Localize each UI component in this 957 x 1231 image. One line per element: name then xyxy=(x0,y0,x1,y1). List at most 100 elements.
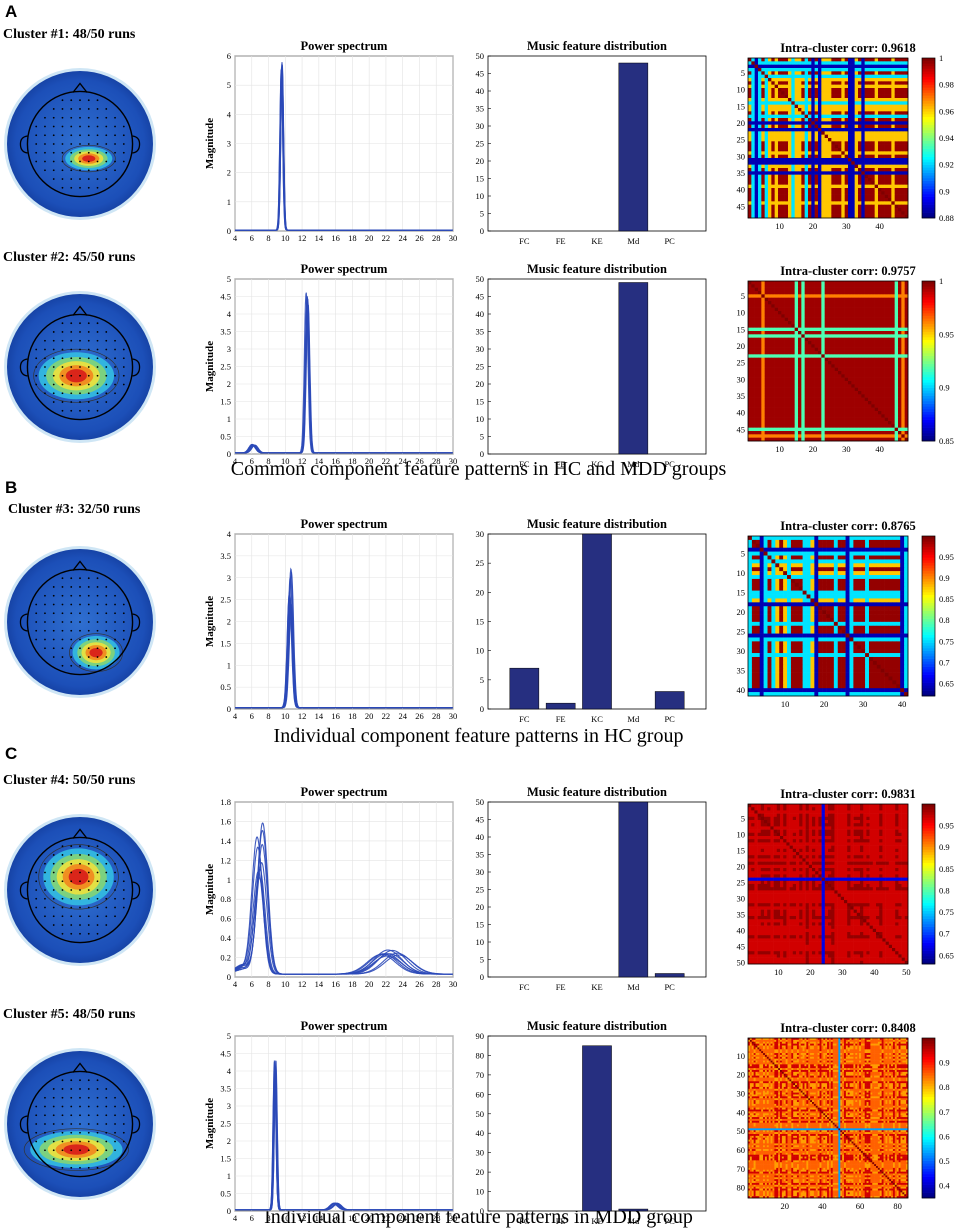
heatmap-cell xyxy=(814,191,819,195)
heatmap-cell xyxy=(871,171,875,175)
heatmap-cell xyxy=(878,188,882,192)
heatmap-cell xyxy=(828,138,832,142)
heatmap-cell xyxy=(788,101,792,105)
heatmap-cell xyxy=(864,78,869,82)
topomap-blob xyxy=(82,155,96,162)
heatmap-cell xyxy=(774,344,779,348)
heatmap-cell xyxy=(904,168,909,172)
heatmap-cell xyxy=(764,194,769,199)
heatmap-cell xyxy=(868,427,872,432)
heatmap-cell xyxy=(814,174,819,179)
heatmap-cell xyxy=(764,367,769,372)
heatmap-cell xyxy=(758,161,762,165)
category-label: PC xyxy=(664,459,675,467)
heatmap-cell xyxy=(871,164,875,169)
heatmap-cell xyxy=(794,174,799,179)
heatmap-cell xyxy=(764,84,769,89)
heatmap-cell xyxy=(848,204,852,209)
x-tick-label: 28 xyxy=(432,456,441,466)
heatmap-cell xyxy=(808,98,812,102)
heatmap-cell xyxy=(798,344,802,348)
heatmap-cell xyxy=(791,128,795,132)
heatmap-cell xyxy=(824,158,829,162)
heatmap-cell xyxy=(784,394,789,398)
heatmap-cell xyxy=(768,414,772,418)
heatmap-cell xyxy=(831,387,835,392)
heatmap-cell xyxy=(804,141,809,145)
heatmap-cell xyxy=(794,94,799,99)
heatmap-cell xyxy=(778,404,782,408)
heatmap-cell xyxy=(764,357,769,362)
heatmap-cell xyxy=(801,331,805,335)
heatmap-cell xyxy=(764,404,769,408)
heatmap-cell xyxy=(761,341,765,345)
heatmap-cell xyxy=(808,331,812,335)
heatmap-cell xyxy=(871,108,875,112)
heatmap-cell xyxy=(868,401,872,405)
heatmap-cell xyxy=(828,124,832,129)
heatmap-cell xyxy=(884,91,889,95)
heatmap-cell xyxy=(838,421,842,425)
heatmap-cell xyxy=(761,161,765,165)
heatmap-cell xyxy=(824,101,829,105)
heatmap-cell xyxy=(898,158,902,162)
heatmap-cell xyxy=(874,98,879,102)
heatmap-cell xyxy=(871,357,875,362)
heatmap-cell xyxy=(838,184,842,189)
heatmap-cell xyxy=(781,181,785,185)
heatmap-cell xyxy=(824,344,829,348)
heatmap-cell xyxy=(754,118,759,122)
heatmap-cell xyxy=(904,327,909,332)
heatmap-cell xyxy=(794,121,799,125)
heatmap-cell xyxy=(891,301,895,305)
heatmap-cell xyxy=(791,314,795,318)
heatmap-cell xyxy=(871,307,875,312)
heatmap-cell xyxy=(864,344,869,348)
heatmap-cell xyxy=(854,287,859,292)
heatmap-cell xyxy=(748,294,752,298)
heatmap-cell xyxy=(784,104,789,109)
heatmap-cell xyxy=(821,357,825,362)
heatmap-cell xyxy=(754,407,759,412)
heatmap-cell xyxy=(771,211,775,215)
heatmap-cell xyxy=(761,168,765,172)
heatmap-cell xyxy=(798,81,802,85)
heatmap-cell xyxy=(778,141,782,145)
heatmap-cell xyxy=(768,101,772,105)
heatmap-cell xyxy=(771,301,775,305)
heatmap-cell xyxy=(784,78,789,82)
heatmap-cell xyxy=(878,64,882,69)
heatmap-cell xyxy=(874,374,879,378)
heatmap-cell xyxy=(904,68,909,72)
heatmap-cell xyxy=(851,104,855,109)
heatmap-cell xyxy=(884,287,889,292)
heatmap-cell xyxy=(774,297,779,302)
heatmap-cell xyxy=(748,211,752,215)
heatmap-cell xyxy=(834,314,839,318)
electrode-dot xyxy=(105,366,108,368)
heatmap-cell xyxy=(828,194,832,199)
heatmap-cell xyxy=(834,351,839,355)
heatmap-cell xyxy=(841,158,845,162)
heatmap-cell xyxy=(781,381,785,385)
heatmap-cell xyxy=(868,331,872,335)
heatmap-cell xyxy=(844,407,849,412)
heatmap-cell xyxy=(898,307,902,312)
heatmap-cell xyxy=(791,337,795,342)
heatmap-cell xyxy=(864,304,869,308)
heatmap-cell xyxy=(848,198,852,202)
heatmap-cell xyxy=(831,61,835,65)
heatmap-cell xyxy=(821,88,825,92)
heatmap-cell xyxy=(831,154,835,159)
heatmap-cell xyxy=(884,74,889,79)
heatmap-cell xyxy=(854,421,859,425)
heatmap-cell xyxy=(784,397,789,402)
heatmap-cell xyxy=(748,194,752,199)
heatmap-cell xyxy=(824,301,829,305)
heatmap-cell xyxy=(818,141,822,145)
heatmap-cell xyxy=(761,64,765,69)
heatmap-cell xyxy=(888,68,892,72)
heatmap-cell xyxy=(781,141,785,145)
heatmap-cell xyxy=(878,424,882,428)
heatmap-cell xyxy=(868,304,872,308)
